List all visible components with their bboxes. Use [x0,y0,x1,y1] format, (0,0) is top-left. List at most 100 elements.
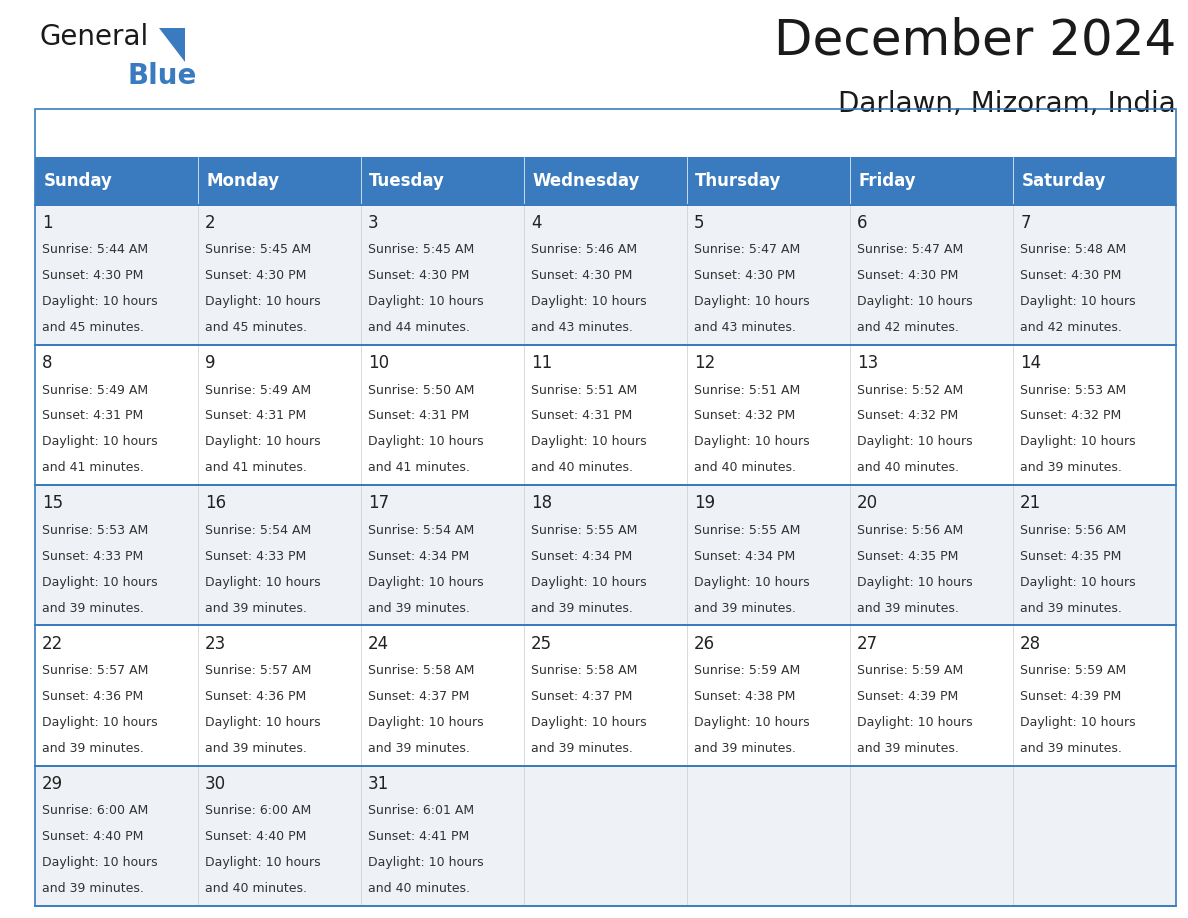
Text: Sunset: 4:33 PM: Sunset: 4:33 PM [206,550,307,563]
Text: 20: 20 [857,495,878,512]
Text: 11: 11 [531,354,552,372]
Text: Daylight: 10 hours: Daylight: 10 hours [206,716,321,729]
Text: Daylight: 10 hours: Daylight: 10 hours [368,576,484,588]
Text: 18: 18 [531,495,552,512]
Bar [849,766,1013,906]
Text: Sunset: 4:37 PM: Sunset: 4:37 PM [531,690,632,703]
Text: 10: 10 [368,354,390,372]
Text: Sunrise: 5:59 AM: Sunrise: 5:59 AM [694,664,801,677]
Text: General: General [39,23,148,51]
Text: and 41 minutes.: and 41 minutes. [206,462,307,475]
Text: 23: 23 [206,634,227,653]
Text: Sunset: 4:34 PM: Sunset: 4:34 PM [531,550,632,563]
Text: Daylight: 10 hours: Daylight: 10 hours [694,435,810,448]
Text: and 43 minutes.: and 43 minutes. [694,321,796,334]
Text: Sunrise: 6:00 AM: Sunrise: 6:00 AM [42,804,148,817]
Text: Sunrise: 5:45 AM: Sunrise: 5:45 AM [368,243,474,256]
Bar [198,205,361,345]
Bar [1013,766,1176,906]
Text: Sunrise: 5:51 AM: Sunrise: 5:51 AM [694,384,801,397]
Text: Daylight: 10 hours: Daylight: 10 hours [857,296,973,308]
Text: Saturday: Saturday [1022,172,1106,190]
Text: Sunset: 4:34 PM: Sunset: 4:34 PM [694,550,796,563]
Text: 25: 25 [531,634,552,653]
Text: and 43 minutes.: and 43 minutes. [531,321,633,334]
Text: and 39 minutes.: and 39 minutes. [206,742,307,755]
Text: Sunset: 4:32 PM: Sunset: 4:32 PM [694,409,796,422]
Bar [34,109,1176,906]
Text: Daylight: 10 hours: Daylight: 10 hours [42,296,158,308]
Text: Sunset: 4:33 PM: Sunset: 4:33 PM [42,550,144,563]
Text: Sunrise: 5:59 AM: Sunrise: 5:59 AM [857,664,963,677]
Text: Sunrise: 5:46 AM: Sunrise: 5:46 AM [531,243,637,256]
Text: Sunrise: 5:53 AM: Sunrise: 5:53 AM [42,524,148,537]
Text: Sunset: 4:30 PM: Sunset: 4:30 PM [1020,269,1121,282]
Bar [34,345,198,486]
Text: 24: 24 [368,634,390,653]
Bar [687,205,849,345]
Bar [687,486,849,625]
Bar [1013,205,1176,345]
Text: and 39 minutes.: and 39 minutes. [1020,462,1121,475]
Text: Sunrise: 5:56 AM: Sunrise: 5:56 AM [857,524,963,537]
Text: Sunset: 4:30 PM: Sunset: 4:30 PM [694,269,796,282]
Text: Daylight: 10 hours: Daylight: 10 hours [1020,435,1136,448]
Text: Sunset: 4:30 PM: Sunset: 4:30 PM [42,269,144,282]
Text: Sunrise: 5:47 AM: Sunrise: 5:47 AM [857,243,963,256]
Text: 26: 26 [694,634,715,653]
Text: Sunset: 4:31 PM: Sunset: 4:31 PM [368,409,469,422]
Text: and 40 minutes.: and 40 minutes. [531,462,633,475]
Text: Sunrise: 5:47 AM: Sunrise: 5:47 AM [694,243,801,256]
Text: Sunrise: 5:54 AM: Sunrise: 5:54 AM [368,524,474,537]
Text: Sunset: 4:36 PM: Sunset: 4:36 PM [42,690,144,703]
Text: Sunset: 4:30 PM: Sunset: 4:30 PM [531,269,632,282]
Text: and 45 minutes.: and 45 minutes. [42,321,144,334]
Bar [198,486,361,625]
Text: Sunset: 4:32 PM: Sunset: 4:32 PM [857,409,959,422]
Text: and 39 minutes.: and 39 minutes. [857,742,959,755]
Bar [1013,486,1176,625]
Text: 31: 31 [368,775,390,793]
Text: Daylight: 10 hours: Daylight: 10 hours [42,576,158,588]
Text: and 39 minutes.: and 39 minutes. [694,742,796,755]
Bar [687,766,849,906]
Text: Daylight: 10 hours: Daylight: 10 hours [531,296,646,308]
Text: 16: 16 [206,495,226,512]
Text: 7: 7 [1020,214,1031,232]
Text: Monday: Monday [207,172,279,190]
Bar [687,625,849,766]
Text: Daylight: 10 hours: Daylight: 10 hours [1020,576,1136,588]
Text: Sunset: 4:32 PM: Sunset: 4:32 PM [1020,409,1121,422]
Bar [849,486,1013,625]
Text: Daylight: 10 hours: Daylight: 10 hours [694,576,810,588]
Bar [524,625,687,766]
Bar [34,205,198,345]
Text: 5: 5 [694,214,704,232]
Bar [361,345,524,486]
Polygon shape [158,28,184,62]
Text: and 39 minutes.: and 39 minutes. [368,742,470,755]
Text: 22: 22 [42,634,63,653]
Text: Sunrise: 6:00 AM: Sunrise: 6:00 AM [206,804,311,817]
Text: and 39 minutes.: and 39 minutes. [694,601,796,615]
Text: Sunset: 4:40 PM: Sunset: 4:40 PM [206,830,307,844]
Text: and 39 minutes.: and 39 minutes. [1020,742,1121,755]
Text: Thursday: Thursday [695,172,782,190]
Text: Daylight: 10 hours: Daylight: 10 hours [1020,296,1136,308]
Text: Sunset: 4:35 PM: Sunset: 4:35 PM [1020,550,1121,563]
Text: Sunrise: 6:01 AM: Sunrise: 6:01 AM [368,804,474,817]
Text: Daylight: 10 hours: Daylight: 10 hours [42,435,158,448]
Text: and 39 minutes.: and 39 minutes. [1020,601,1121,615]
Text: 14: 14 [1020,354,1041,372]
Text: and 44 minutes.: and 44 minutes. [368,321,470,334]
Text: 3: 3 [368,214,379,232]
Text: 6: 6 [857,214,867,232]
Text: Sunset: 4:31 PM: Sunset: 4:31 PM [42,409,144,422]
Text: Sunday: Sunday [43,172,112,190]
Bar [849,157,1013,205]
Text: and 42 minutes.: and 42 minutes. [857,321,959,334]
Text: 13: 13 [857,354,878,372]
Text: Daylight: 10 hours: Daylight: 10 hours [531,716,646,729]
Bar [687,157,849,205]
Text: Darlawn, Mizoram, India: Darlawn, Mizoram, India [839,90,1176,118]
